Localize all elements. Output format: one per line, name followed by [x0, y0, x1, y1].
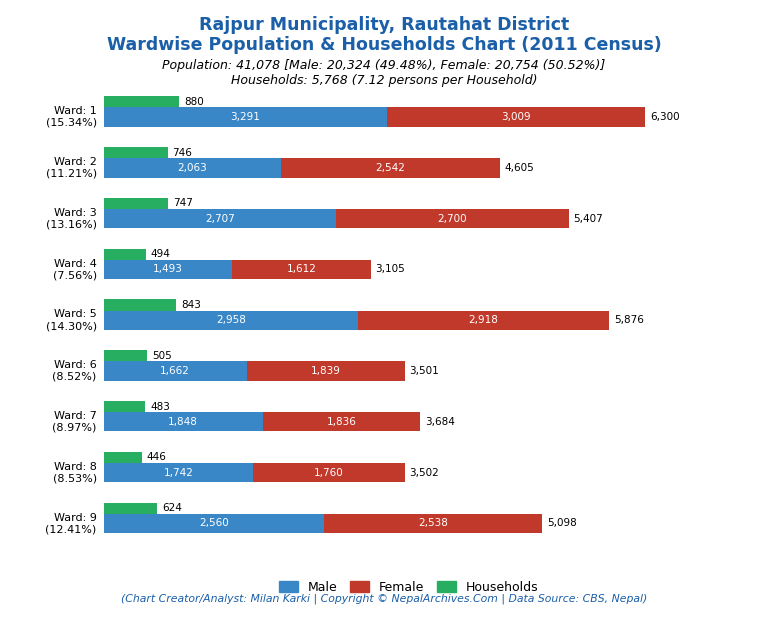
Bar: [104, 503, 157, 514]
Text: 1,662: 1,662: [161, 366, 190, 376]
Text: 3,502: 3,502: [409, 468, 439, 478]
Text: 624: 624: [162, 503, 182, 513]
Bar: [232, 260, 371, 279]
Bar: [104, 361, 247, 381]
Text: 1,836: 1,836: [326, 417, 356, 427]
Bar: [358, 311, 609, 330]
Bar: [253, 463, 405, 482]
Text: 843: 843: [181, 300, 200, 310]
Text: 2,707: 2,707: [205, 214, 235, 224]
Bar: [281, 158, 500, 178]
Text: 446: 446: [147, 452, 167, 462]
Text: 2,918: 2,918: [468, 315, 498, 325]
Text: 5,098: 5,098: [547, 518, 577, 528]
Text: 1,760: 1,760: [314, 468, 344, 478]
Text: 3,009: 3,009: [502, 112, 531, 122]
Text: 1,612: 1,612: [286, 265, 316, 275]
Text: 3,684: 3,684: [425, 417, 455, 427]
Bar: [104, 401, 145, 412]
Bar: [247, 361, 405, 381]
Bar: [336, 209, 568, 229]
Bar: [104, 452, 142, 463]
Bar: [104, 209, 336, 229]
Bar: [104, 198, 168, 209]
Bar: [104, 147, 168, 158]
Text: Population: 41,078 [Male: 20,324 (49.48%), Female: 20,754 (50.52%)]: Population: 41,078 [Male: 20,324 (49.48%…: [162, 59, 606, 72]
Bar: [104, 97, 180, 108]
Text: 746: 746: [173, 148, 193, 158]
Text: 494: 494: [151, 249, 170, 259]
Text: 2,700: 2,700: [438, 214, 468, 224]
Text: Rajpur Municipality, Rautahat District: Rajpur Municipality, Rautahat District: [199, 16, 569, 34]
Bar: [324, 514, 542, 533]
Bar: [104, 350, 147, 361]
Text: Wardwise Population & Households Chart (2011 Census): Wardwise Population & Households Chart (…: [107, 36, 661, 54]
Text: 880: 880: [184, 97, 204, 107]
Text: 6,300: 6,300: [650, 112, 680, 122]
Bar: [104, 311, 358, 330]
Bar: [386, 108, 645, 126]
Bar: [104, 514, 324, 533]
Text: 3,501: 3,501: [409, 366, 439, 376]
Text: Households: 5,768 (7.12 persons per Household): Households: 5,768 (7.12 persons per Hous…: [230, 74, 538, 87]
Text: 2,560: 2,560: [199, 518, 229, 528]
Text: 2,542: 2,542: [376, 163, 406, 173]
Text: 747: 747: [173, 199, 193, 209]
Bar: [104, 260, 232, 279]
Bar: [104, 249, 146, 260]
Text: 1,742: 1,742: [164, 468, 194, 478]
Text: 3,291: 3,291: [230, 112, 260, 122]
Text: 3,105: 3,105: [376, 265, 406, 275]
Text: 483: 483: [150, 402, 170, 412]
Bar: [104, 300, 176, 311]
Bar: [104, 158, 281, 178]
Bar: [104, 463, 253, 482]
Text: 505: 505: [152, 351, 171, 361]
Text: 2,063: 2,063: [177, 163, 207, 173]
Bar: [263, 412, 421, 432]
Text: 2,538: 2,538: [418, 518, 448, 528]
Legend: Male, Female, Households: Male, Female, Households: [274, 576, 544, 599]
Text: 5,876: 5,876: [614, 315, 644, 325]
Text: 1,493: 1,493: [153, 265, 183, 275]
Text: 4,605: 4,605: [505, 163, 535, 173]
Text: 1,839: 1,839: [311, 366, 341, 376]
Text: 1,848: 1,848: [168, 417, 198, 427]
Bar: [104, 412, 263, 432]
Text: (Chart Creator/Analyst: Milan Karki | Copyright © NepalArchives.Com | Data Sourc: (Chart Creator/Analyst: Milan Karki | Co…: [121, 593, 647, 604]
Text: 5,407: 5,407: [574, 214, 603, 224]
Bar: [104, 108, 386, 126]
Text: 2,958: 2,958: [216, 315, 246, 325]
